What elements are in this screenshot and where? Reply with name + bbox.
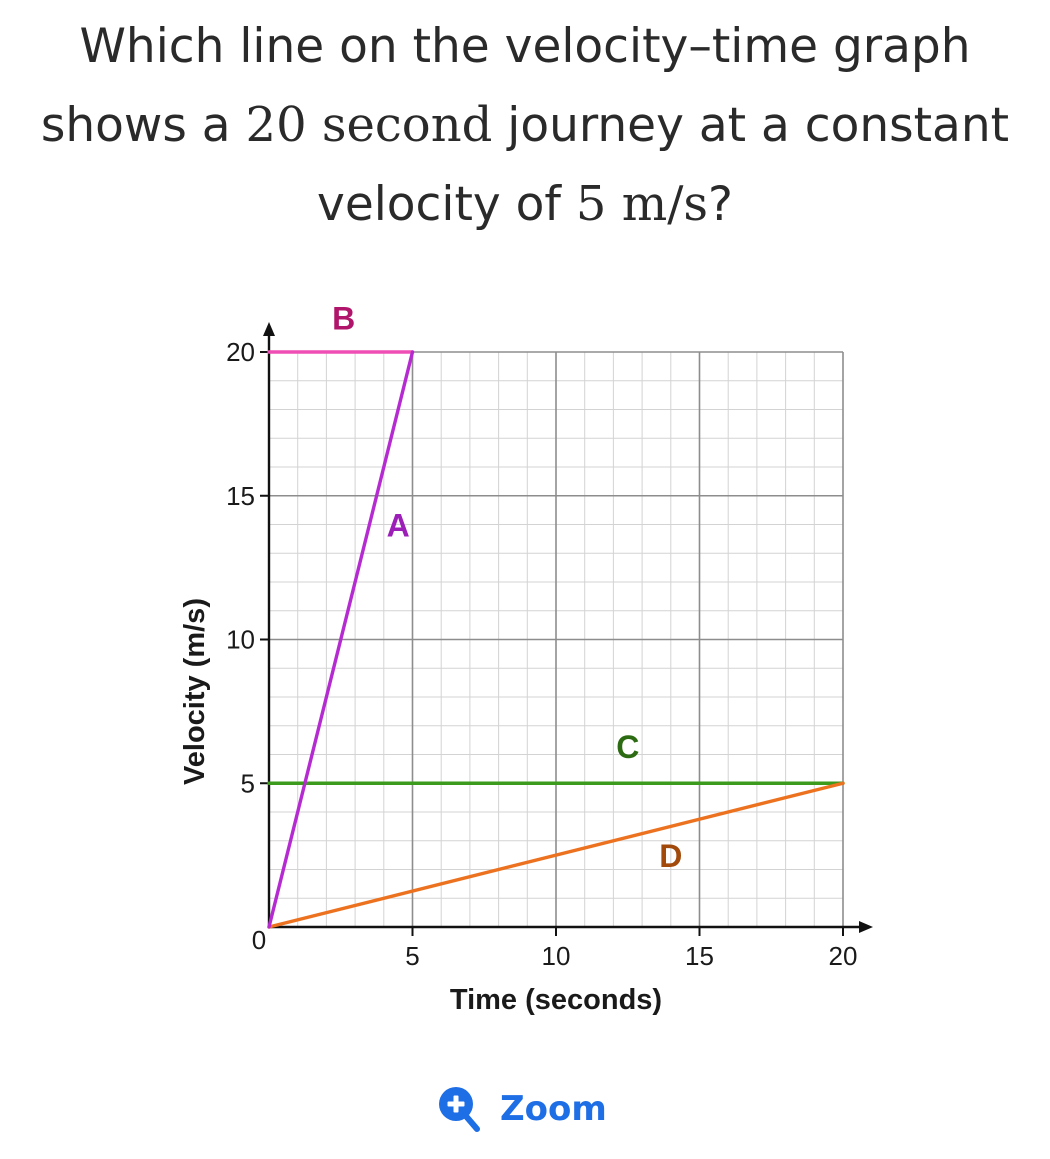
question-line-1: Which line on the velocity–time graph	[79, 19, 971, 74]
question-velocity-value: 5 m/s	[575, 176, 709, 232]
series-line-d	[267, 781, 845, 929]
question-number-20: 20	[245, 97, 307, 153]
chart-labels: A B C D	[332, 301, 682, 875]
zoom-button[interactable]: Zoom	[438, 1086, 607, 1132]
series-label-a: A	[387, 508, 410, 544]
series-label-c: C	[616, 729, 639, 765]
question-line-2-after: journey at a constant	[492, 98, 1010, 153]
velocity-time-chart: 5 10 15 20 5 10 15 20 0 Time (seconds) Velocity (m…	[179, 301, 873, 1016]
y-tick-label: 5	[241, 768, 255, 798]
question-line-2: shows a 20 second journey at a constant	[0, 86, 1050, 165]
x-tick-label: 5	[405, 941, 419, 971]
zoom-in-icon	[439, 1087, 480, 1132]
question-line-3: velocity of 5 m/s?	[0, 165, 1050, 244]
series-label-b: B	[332, 301, 355, 337]
question-unit-second: second	[306, 97, 493, 153]
y-tick-label: 20	[226, 337, 255, 367]
y-axis-title: Velocity (m/s)	[179, 598, 211, 785]
x-axis-title: Time (seconds)	[450, 984, 662, 1016]
y-tick-label: 10	[226, 625, 255, 655]
x-axis-arrow	[859, 921, 873, 933]
question-line-3-before: velocity of	[317, 177, 576, 232]
chart-series	[267, 350, 845, 929]
x-tick-label: 20	[829, 941, 858, 971]
series-line-a	[267, 350, 415, 929]
question-line-3-after: ?	[708, 177, 733, 232]
question-text: Which line on the velocity–time graph sh…	[0, 8, 1050, 244]
x-tick-label: 10	[542, 941, 571, 971]
zoom-label: Zoom	[500, 1089, 607, 1129]
y-tick-label: 15	[226, 481, 255, 511]
x-tick-label: 15	[685, 941, 714, 971]
series-label-d: D	[659, 838, 682, 874]
y-axis-arrow	[263, 322, 275, 336]
chart-axes: 5 10 15 20 5 10 15 20 0 Time (seconds) Velocity (m…	[179, 322, 873, 1016]
question-line-2-before: shows a	[40, 98, 246, 153]
origin-label: 0	[252, 925, 266, 955]
